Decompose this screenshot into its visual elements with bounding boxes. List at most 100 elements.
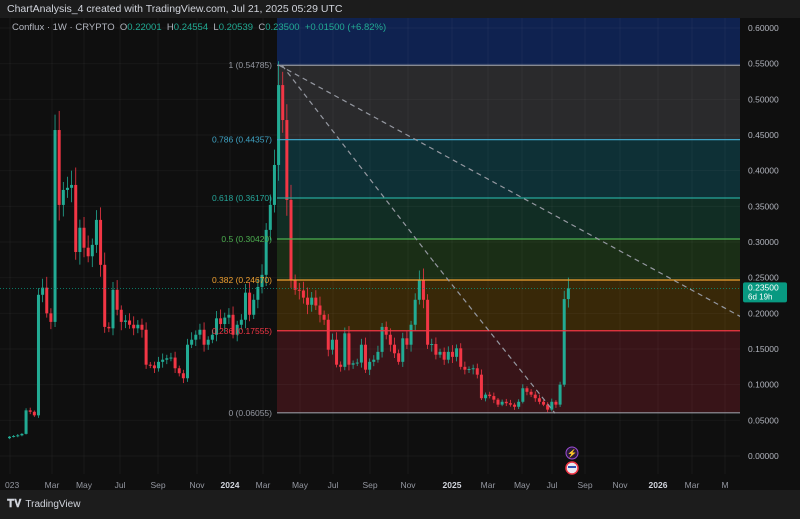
candle-down (508, 403, 512, 405)
time-tick: Mar (45, 480, 60, 490)
price-tag-value: 0.23500 (748, 282, 779, 292)
candle-up (239, 319, 243, 325)
candle-up (157, 361, 161, 369)
time-tick: Mar (685, 480, 700, 490)
candle-down (45, 287, 49, 314)
time-tick: Sep (150, 480, 165, 490)
candle-down (301, 290, 305, 298)
candle-up (566, 288, 570, 300)
lightning-icon (565, 446, 579, 460)
time-axis: 023 Mar May Jul Sep Nov 2024 Mar May Jul Sep Nov 202… (5, 480, 729, 490)
fib-band (277, 139, 740, 198)
trend-line (281, 64, 436, 264)
time-tick: 2025 (443, 480, 462, 490)
candle-down (231, 314, 235, 335)
fib-band (277, 65, 740, 140)
candle-down (107, 326, 111, 329)
close-label: C (258, 22, 266, 33)
candle-down (388, 334, 392, 345)
candle-down (86, 247, 90, 257)
candle-down (177, 368, 181, 374)
time-tick: 023 (5, 480, 19, 490)
candle-down (496, 399, 500, 405)
price-tick: 0.00000 (748, 451, 779, 461)
fib-label: 0.236 (0.17555) (212, 326, 272, 336)
candle-up (41, 287, 45, 295)
candle-up (268, 204, 272, 230)
candle-up (277, 85, 281, 165)
candle-down (132, 324, 136, 329)
candle-down (119, 309, 123, 322)
time-tick: Jul (115, 480, 126, 490)
price-tick: 0.20000 (748, 308, 779, 318)
time-tick: Nov (612, 480, 628, 490)
candle-up (430, 344, 434, 346)
candle-down (426, 299, 430, 345)
price-axis-bg (740, 18, 800, 490)
close-value: 0.23500 (265, 22, 300, 33)
candle-down (281, 85, 285, 121)
time-tick: Sep (362, 480, 377, 490)
candle-down (219, 318, 223, 325)
candle-up (136, 324, 140, 329)
candle-down (479, 374, 483, 399)
candle-up (36, 294, 40, 416)
price-tick: 0.35000 (748, 201, 779, 211)
price-tick: 0.40000 (748, 166, 779, 176)
price-tag-countdown: 6d 19h (748, 292, 772, 301)
candle-up (210, 334, 214, 340)
candle-down (285, 120, 289, 200)
time-tick: Nov (400, 480, 416, 490)
candle-up (260, 274, 264, 287)
candle-up (517, 401, 521, 407)
candle-up (264, 229, 268, 275)
brand-name: TradingView (25, 499, 81, 510)
candle-up (413, 299, 417, 325)
candles (0, 61, 740, 440)
candle-up (500, 401, 504, 405)
fib-band (277, 280, 740, 331)
candle-down (74, 184, 78, 252)
open-label: O (119, 22, 128, 33)
tradingview-logo-icon: 𝐓𝐕 (7, 498, 22, 510)
candle-down (421, 279, 425, 300)
candle-up (484, 394, 488, 399)
candle-down (335, 339, 339, 365)
price-tick: 0.60000 (748, 23, 779, 33)
time-tick: M (721, 480, 728, 490)
event-icons: ⚡ (565, 446, 579, 475)
candle-down (318, 305, 322, 315)
candle-down (82, 227, 86, 248)
price-chart[interactable]: 1 (0.54785) 0.786 (0.44357) 0.618 (0.36170… (0, 18, 800, 490)
candle-up (372, 359, 376, 362)
candle-up (376, 351, 380, 360)
trend-line (434, 263, 556, 414)
tradingview-logo[interactable]: 𝐓𝐕 TradingView (7, 498, 80, 511)
candle-up (455, 348, 459, 357)
candle-up (409, 324, 413, 345)
candle-up (161, 359, 165, 362)
candle-up (214, 318, 218, 335)
candle-down (533, 394, 537, 399)
fib-lines: 1 (0.54785) 0.786 (0.44357) 0.618 (0.36170… (212, 60, 740, 418)
candle-up (12, 436, 16, 438)
header-title: ChartAnalysis_4 created with TradingView… (7, 3, 343, 15)
price-tick: 0.25000 (748, 273, 779, 283)
low-value: 0.20539 (218, 22, 254, 33)
candle-down (546, 404, 550, 410)
candle-up (310, 297, 314, 305)
candle-up (16, 435, 20, 437)
candle-down (434, 344, 438, 355)
chart-area[interactable]: 1 (0.54785) 0.786 (0.44357) 0.618 (0.36170… (0, 18, 800, 490)
candle-down (322, 314, 326, 320)
fib-label: 0.618 (0.36170) (212, 193, 272, 203)
symbol-info[interactable]: Conflux · 1W · CRYPTO (12, 22, 115, 33)
candle-down (542, 401, 546, 405)
candle-down (529, 391, 533, 395)
candle-down (364, 344, 368, 370)
candle-up (111, 289, 115, 329)
candle-down (297, 289, 301, 291)
price-tick: 0.10000 (748, 380, 779, 390)
fib-label: 1 (0.54785) (229, 60, 273, 70)
candle-up (467, 368, 471, 370)
